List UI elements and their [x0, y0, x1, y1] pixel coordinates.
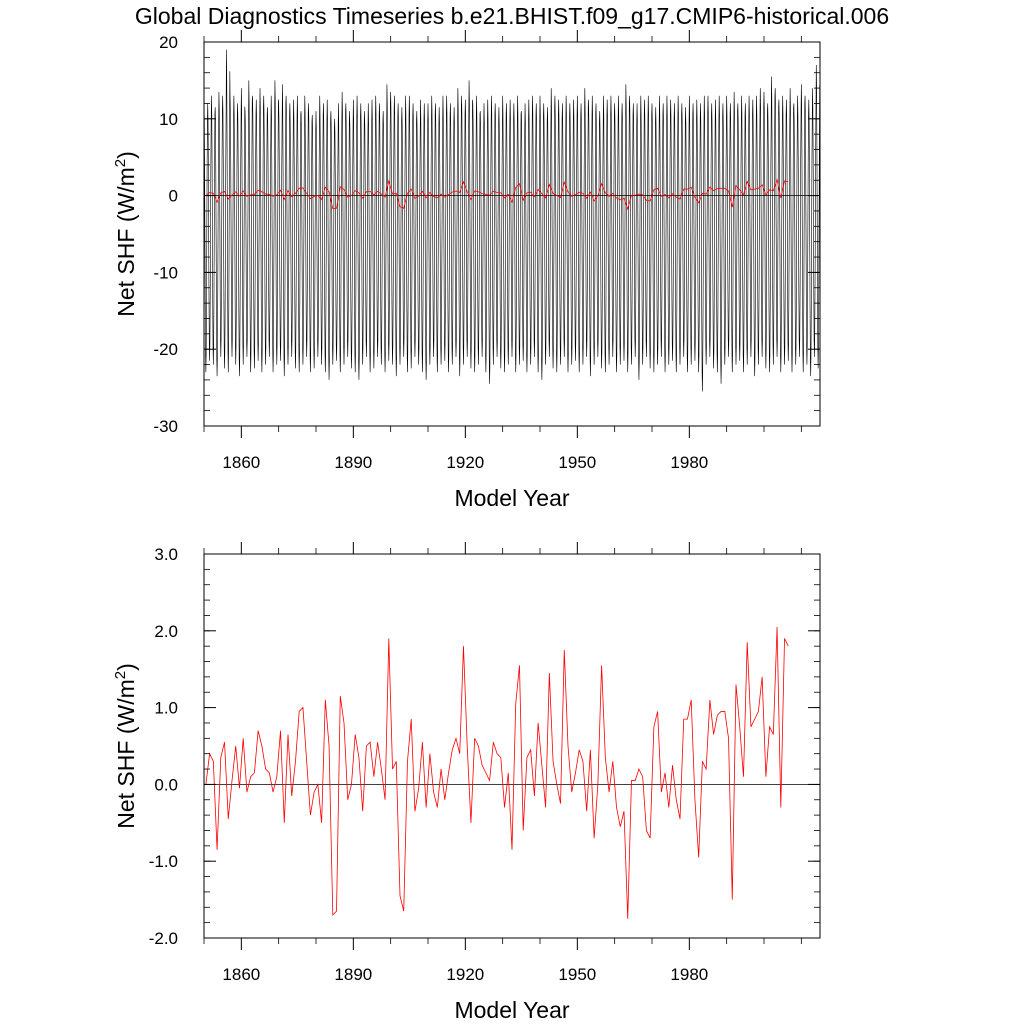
- monthly-series-line: [204, 49, 820, 392]
- top-xtick-label: 1860: [222, 453, 260, 472]
- bottom-annual-series-line: [205, 626, 789, 919]
- bottom-xaxis-label: Model Year: [454, 997, 569, 1023]
- top-panel: 20 10 0 -10 -20 -30 1860 1890 1920 1950 1980 Model …: [112, 30, 821, 511]
- top-xtick-label: 1890: [334, 453, 372, 472]
- top-yaxis-label: Net SHF (W/m2): [112, 151, 139, 317]
- top-xtick-label: 1980: [670, 453, 708, 472]
- bottom-xtick-label: 1860: [222, 965, 260, 984]
- top-ytick-label: 20: [159, 33, 178, 52]
- bottom-ytick-label: 0.0: [154, 775, 178, 794]
- bottom-xtick-label: 1980: [670, 965, 708, 984]
- bottom-yaxis-label-main: Net SHF (W/m: [113, 679, 139, 829]
- bottom-yaxis-label-close: ): [113, 663, 139, 671]
- bottom-ytick-label: -1.0: [149, 852, 178, 871]
- top-ytick-label: 10: [159, 110, 178, 129]
- bottom-yaxis-label: Net SHF (W/m2): [112, 663, 139, 829]
- top-xaxis-label: Model Year: [454, 485, 569, 511]
- top-xtick-label: 1950: [558, 453, 596, 472]
- top-ytick-label: -10: [153, 263, 178, 282]
- bottom-plot-area: [204, 626, 820, 919]
- bottom-xtick-label: 1950: [558, 965, 596, 984]
- bottom-ytick-label: 1.0: [154, 699, 178, 718]
- bottom-plot-frame: [203, 553, 821, 939]
- top-yaxis-label-main: Net SHF (W/m: [113, 167, 139, 317]
- top-ytick-label: -20: [153, 340, 178, 359]
- chart-title: Global Diagnostics Timeseries b.e21.BHIS…: [135, 3, 889, 29]
- bottom-ytick-label: -2.0: [149, 929, 178, 948]
- top-plot-area: [204, 49, 820, 392]
- top-ytick-label: 0: [169, 187, 178, 206]
- bottom-ytick-label: 2.0: [154, 622, 178, 641]
- bottom-ytick-label: 3.0: [154, 545, 178, 564]
- bottom-xtick-label: 1890: [334, 965, 372, 984]
- bottom-xtick-label: 1920: [446, 965, 484, 984]
- top-plot-frame: [203, 41, 821, 427]
- top-annual-series-line: [205, 178, 789, 211]
- top-yaxis-label-close: ): [113, 151, 139, 159]
- top-xtick-label: 1920: [446, 453, 484, 472]
- top-ytick-label: -30: [153, 417, 178, 436]
- top-yaxis-label-sup: 2: [112, 159, 129, 167]
- bottom-panel: 3.0 2.0 1.0 0.0 -1.0 -2.0 1860 1890 1920 1950 1980…: [112, 542, 821, 1023]
- bottom-yaxis-label-sup: 2: [112, 671, 129, 679]
